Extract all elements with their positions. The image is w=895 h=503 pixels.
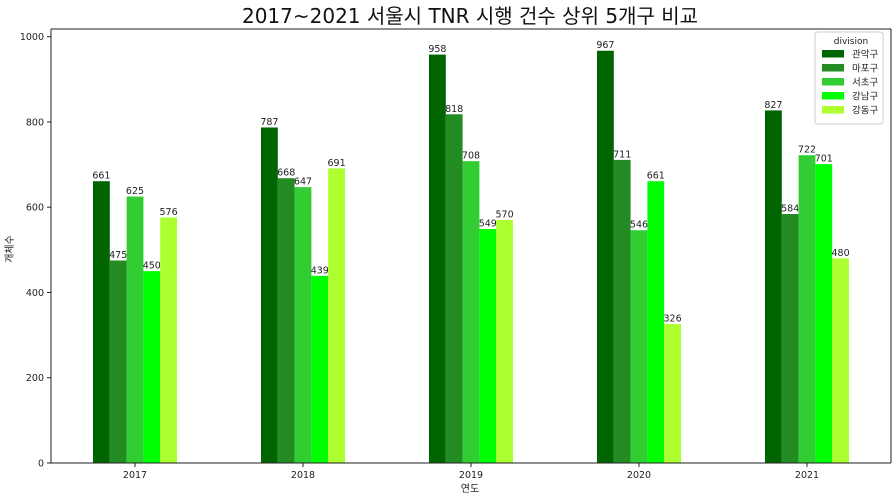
y-tick-label: 1000 xyxy=(20,32,44,43)
data-label: 439 xyxy=(311,265,329,276)
y-tick-label: 600 xyxy=(26,203,44,214)
legend-label: 마포구 xyxy=(852,64,878,75)
data-label: 661 xyxy=(647,171,665,182)
data-label: 450 xyxy=(143,261,161,272)
y-tick-label: 200 xyxy=(26,373,44,384)
data-label: 480 xyxy=(832,248,850,259)
bar xyxy=(160,217,177,463)
bar xyxy=(647,181,665,463)
x-tick-label: 2021 xyxy=(795,470,819,481)
data-label: 576 xyxy=(160,207,178,218)
plot-area: 661 787 958 967 827 475 668 818 711 584 625 647 708 5… xyxy=(20,28,892,481)
x-tick-label: 2019 xyxy=(459,470,483,481)
x-axis-label: 연도 xyxy=(461,483,479,495)
data-label: 625 xyxy=(126,186,144,197)
y-tick-label: 800 xyxy=(26,117,44,128)
legend-swatch xyxy=(822,64,844,72)
bar xyxy=(613,159,631,463)
bar xyxy=(109,260,127,463)
bar xyxy=(126,196,144,464)
bar xyxy=(445,114,463,464)
data-label: 711 xyxy=(613,149,631,160)
bar xyxy=(93,181,110,463)
bar xyxy=(664,324,681,463)
data-label: 691 xyxy=(328,158,346,169)
x-tick-label: 2020 xyxy=(627,470,651,481)
bar xyxy=(781,214,799,463)
bar xyxy=(496,219,513,463)
data-label: 647 xyxy=(294,177,312,188)
bar xyxy=(597,50,614,464)
data-label: 787 xyxy=(260,117,278,128)
y-tick-label: 400 xyxy=(26,288,44,299)
data-label: 708 xyxy=(462,151,480,162)
x-tick-label: 2018 xyxy=(291,470,315,481)
data-label: 701 xyxy=(815,154,833,165)
data-label: 570 xyxy=(496,209,514,220)
data-label: 475 xyxy=(109,250,127,261)
bar xyxy=(630,230,648,463)
data-label: 584 xyxy=(781,204,799,215)
data-label: 549 xyxy=(479,218,497,229)
legend-label: 강동구 xyxy=(852,106,878,117)
data-label: 958 xyxy=(428,44,446,55)
chart-title: 2017~2021 서울시 TNR 시행 건수 상위 5개구 비교 xyxy=(242,4,698,28)
bar xyxy=(462,161,480,463)
bar xyxy=(261,127,278,463)
bar xyxy=(294,187,312,464)
bar xyxy=(798,155,816,463)
y-tick-label: 0 xyxy=(38,459,44,470)
bar xyxy=(277,178,295,463)
x-tick-label: 2017 xyxy=(123,470,147,481)
data-label: 668 xyxy=(277,168,295,179)
data-label: 818 xyxy=(445,104,463,115)
legend-swatch xyxy=(822,78,844,86)
y-axis-label: 개체수 xyxy=(4,235,16,263)
bar xyxy=(429,54,446,463)
bar xyxy=(311,275,329,463)
data-label: 661 xyxy=(92,171,110,182)
legend-label: 관악구 xyxy=(852,49,878,61)
legend-swatch xyxy=(822,50,844,58)
bar xyxy=(765,110,782,464)
bar xyxy=(479,228,497,463)
data-label: 967 xyxy=(596,40,614,51)
legend-label: 강남구 xyxy=(852,92,878,103)
data-label: 326 xyxy=(664,314,682,325)
bar xyxy=(143,271,161,463)
bar xyxy=(832,258,849,463)
legend-swatch xyxy=(822,92,844,100)
data-label: 722 xyxy=(798,145,816,156)
data-label: 546 xyxy=(630,220,648,231)
data-label: 827 xyxy=(764,100,782,111)
bar xyxy=(328,168,345,463)
bar xyxy=(815,164,833,463)
legend-label: 서초구 xyxy=(852,78,878,89)
legend-title: division xyxy=(834,37,868,47)
legend-swatch xyxy=(822,106,844,114)
